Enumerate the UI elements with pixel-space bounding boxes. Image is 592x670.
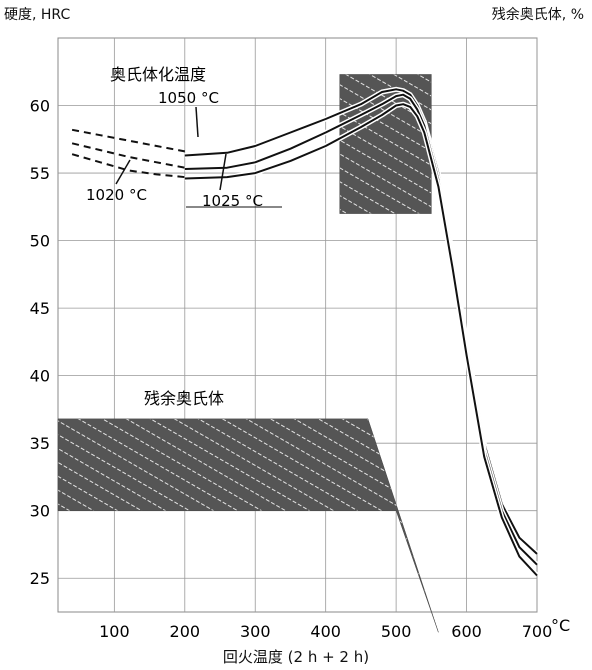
x-tick-label-400: 400 [310,622,341,641]
hardness-curve-1020 [184,103,538,577]
leader-1020 [115,159,131,185]
x-unit-label: °C [551,616,570,635]
y-tick-label-40: 40 [30,367,50,386]
label-1025: 1025 °C [202,192,263,210]
bands [57,74,439,633]
label-1050: 1050 °C [158,89,219,107]
y-axis-title-right: 残余奥氏体, % [491,7,584,23]
x-tick-label-500: 500 [381,622,412,641]
dashed-curve-2 [71,142,185,169]
x-tick-label-300: 300 [240,622,271,641]
label-retained-austenite: 残余奥氏体 [144,389,224,408]
tick-labels: 100 200 300 400 500 600 700°C 25 30 35 40 45 50 55 60 [30,97,571,641]
y-tick-label-50: 50 [30,232,50,251]
x-tick-label-100: 100 [99,622,130,641]
x-axis-title: 回火温度 (2 h + 2 h) [222,648,370,666]
x-tick-label-200: 200 [170,622,201,641]
y-tick-label-60: 60 [30,97,50,116]
leader-1050 [195,106,199,138]
label-1020: 1020 °C [86,186,147,204]
dashed-curve-3 [71,153,185,179]
secondary-hardness-zone [339,74,432,214]
x-tick-label-700: 700 [522,622,553,641]
retained-austenite-band [57,418,439,633]
annotations: 奥氏体化温度 1050 °C 1020 °C 1025 °C 残余奥氏体 [86,65,282,408]
x-tick-label-600: 600 [451,622,482,641]
leader-1025 [219,153,227,191]
y-tick-label-35: 35 [30,434,50,453]
austenitizing-title: 奥氏体化温度 [110,65,206,84]
y-axis-title-left: 硬度, HRC [4,7,71,23]
y-tick-label-25: 25 [30,569,50,588]
y-tick-label-45: 45 [30,299,50,318]
y-tick-label-30: 30 [30,502,50,521]
y-tick-label-55: 55 [30,164,50,183]
series-lines [71,86,539,578]
